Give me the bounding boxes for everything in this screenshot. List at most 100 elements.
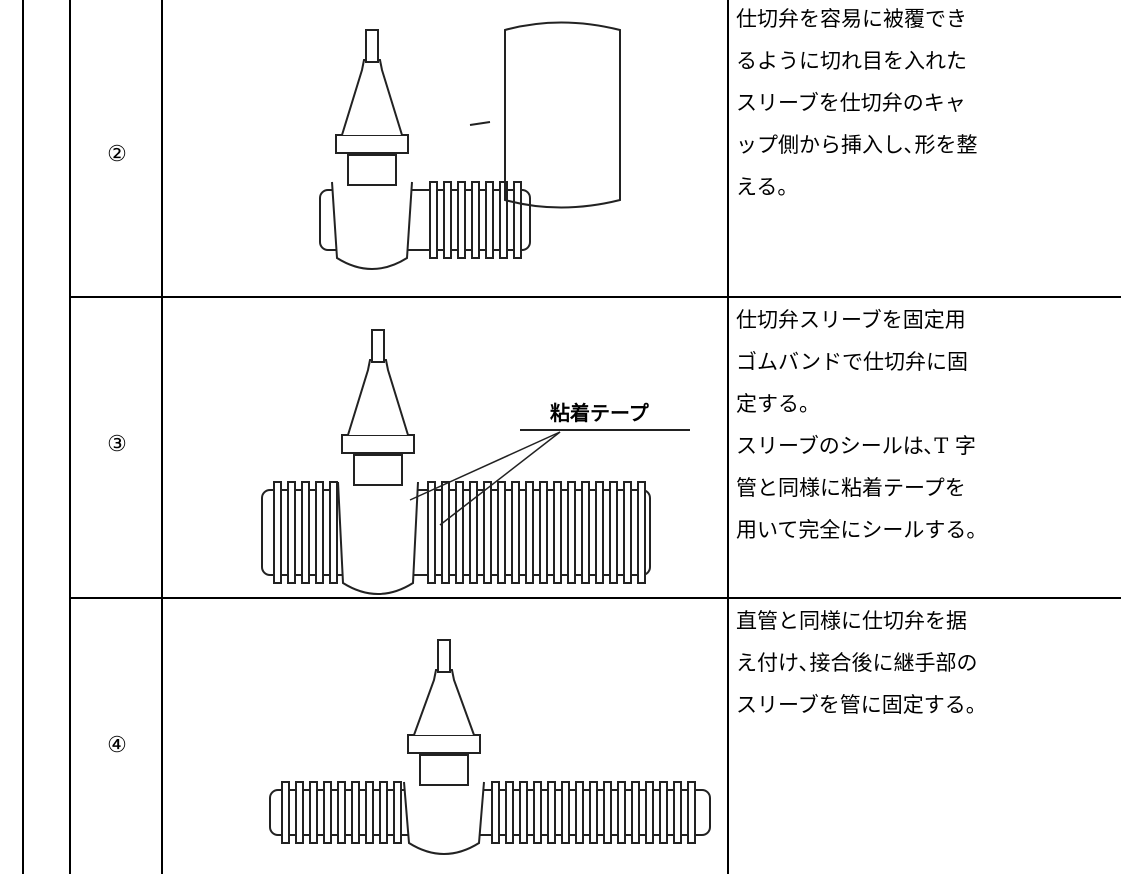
- step-number: ③: [107, 432, 127, 457]
- sketch: [329, 481, 338, 584]
- description-line: ップ側から挿入し､形を整: [736, 133, 978, 157]
- description-line: ゴムバンドで仕切弁に固: [736, 350, 969, 374]
- sketch: [497, 481, 506, 584]
- sketch: [347, 154, 397, 186]
- sketch: [393, 781, 402, 844]
- description-line: スリーブを仕切弁のキャ: [736, 91, 966, 115]
- sketch: [439, 431, 561, 526]
- sketch: [269, 789, 711, 836]
- description: 仕切弁を容易に被覆でき るように切れ目を入れた スリーブを仕切弁のキャ ップ側から挿入…: [736, 0, 1121, 208]
- border: [22, 0, 24, 874]
- sketch: [347, 359, 409, 436]
- border: [161, 0, 163, 874]
- sketch: [491, 781, 500, 844]
- description-line: 直管と同様に仕切弁を据: [736, 609, 967, 633]
- border: [70, 597, 1121, 599]
- sketch: [315, 481, 324, 584]
- sketch: [645, 781, 654, 844]
- sketch: [335, 134, 409, 154]
- sketch: [589, 781, 598, 844]
- sketch: [319, 189, 531, 251]
- sketch: [337, 481, 419, 595]
- description-line: 管と同様に粘着テープを: [736, 476, 966, 500]
- sketch: [603, 781, 612, 844]
- description-line: るように切れ目を入れた: [736, 49, 967, 73]
- sketch: [595, 481, 604, 584]
- sketch: [419, 754, 469, 786]
- sketch: [561, 781, 570, 844]
- description-line: え付け､接合後に継手部の: [736, 651, 978, 675]
- sketch: [281, 781, 290, 844]
- sketch: [403, 781, 485, 855]
- step-number: ②: [107, 142, 127, 167]
- sketch: [519, 781, 528, 844]
- sketch: [413, 669, 475, 736]
- sketch: [687, 781, 696, 844]
- sketch: [441, 481, 450, 584]
- description-line: スリーブを管に固定する。: [736, 693, 987, 717]
- sketch: [351, 781, 360, 844]
- sketch: [525, 481, 534, 584]
- sketch: [623, 481, 632, 584]
- sketch: [513, 181, 522, 259]
- sketch: [485, 181, 494, 259]
- sketch: [427, 481, 436, 584]
- sketch: [659, 781, 668, 844]
- description-line: スリーブのシールは､T 字: [736, 434, 976, 458]
- sketch: [287, 481, 296, 584]
- sketch: [409, 431, 561, 501]
- sketch: [455, 481, 464, 584]
- description-line: 用いて完全にシールする。: [736, 518, 988, 542]
- description: 直管と同様に仕切弁を据 え付け､接合後に継手部の スリーブを管に固定する。: [736, 600, 1121, 726]
- sketch: [331, 181, 413, 270]
- sketch: [483, 481, 492, 584]
- sketch: [429, 181, 438, 259]
- sketch: [379, 781, 388, 844]
- sketch: [443, 181, 452, 259]
- sketch: [533, 781, 542, 844]
- sketch: [407, 734, 481, 754]
- sketch: [365, 29, 379, 63]
- sketch: [295, 781, 304, 844]
- sketch: [547, 781, 556, 844]
- description-line: える。: [736, 175, 799, 199]
- sketch: [499, 181, 508, 259]
- sketch: [371, 329, 385, 363]
- sketch: [553, 481, 562, 584]
- sketch: [637, 481, 646, 584]
- sketch: [365, 781, 374, 844]
- sketch: [341, 59, 403, 136]
- sketch: [469, 121, 491, 126]
- sketch: [437, 639, 451, 673]
- description-line: 仕切弁スリーブを固定用: [736, 308, 966, 332]
- border: [69, 0, 71, 874]
- sketch: [337, 781, 346, 844]
- sketch: [511, 481, 520, 584]
- border: [70, 296, 1121, 298]
- sketch: [341, 434, 415, 454]
- description-line: 仕切弁を容易に被覆でき: [736, 7, 967, 31]
- step-number: ④: [107, 733, 127, 758]
- sketch: [471, 181, 480, 259]
- sketch: [539, 481, 548, 584]
- sketch: [273, 481, 282, 584]
- sketch: [609, 481, 618, 584]
- description: 仕切弁スリーブを固定用 ゴムバンドで仕切弁に固 定する。スリーブのシールは､T 字管…: [736, 299, 1121, 551]
- description-line: 定する。: [736, 392, 820, 416]
- sketch: [504, 21, 621, 209]
- sketch: [631, 781, 640, 844]
- sketch: [567, 481, 576, 584]
- sketch: [309, 781, 318, 844]
- sketch: [353, 454, 403, 486]
- sketch: [505, 781, 514, 844]
- sketch: [673, 781, 682, 844]
- sketch: [469, 481, 478, 584]
- sketch: [301, 481, 310, 584]
- sketch: [617, 781, 626, 844]
- image-label: 粘着テープ: [550, 401, 650, 425]
- sketch: [323, 781, 332, 844]
- border: [727, 0, 729, 874]
- sketch: [581, 481, 590, 584]
